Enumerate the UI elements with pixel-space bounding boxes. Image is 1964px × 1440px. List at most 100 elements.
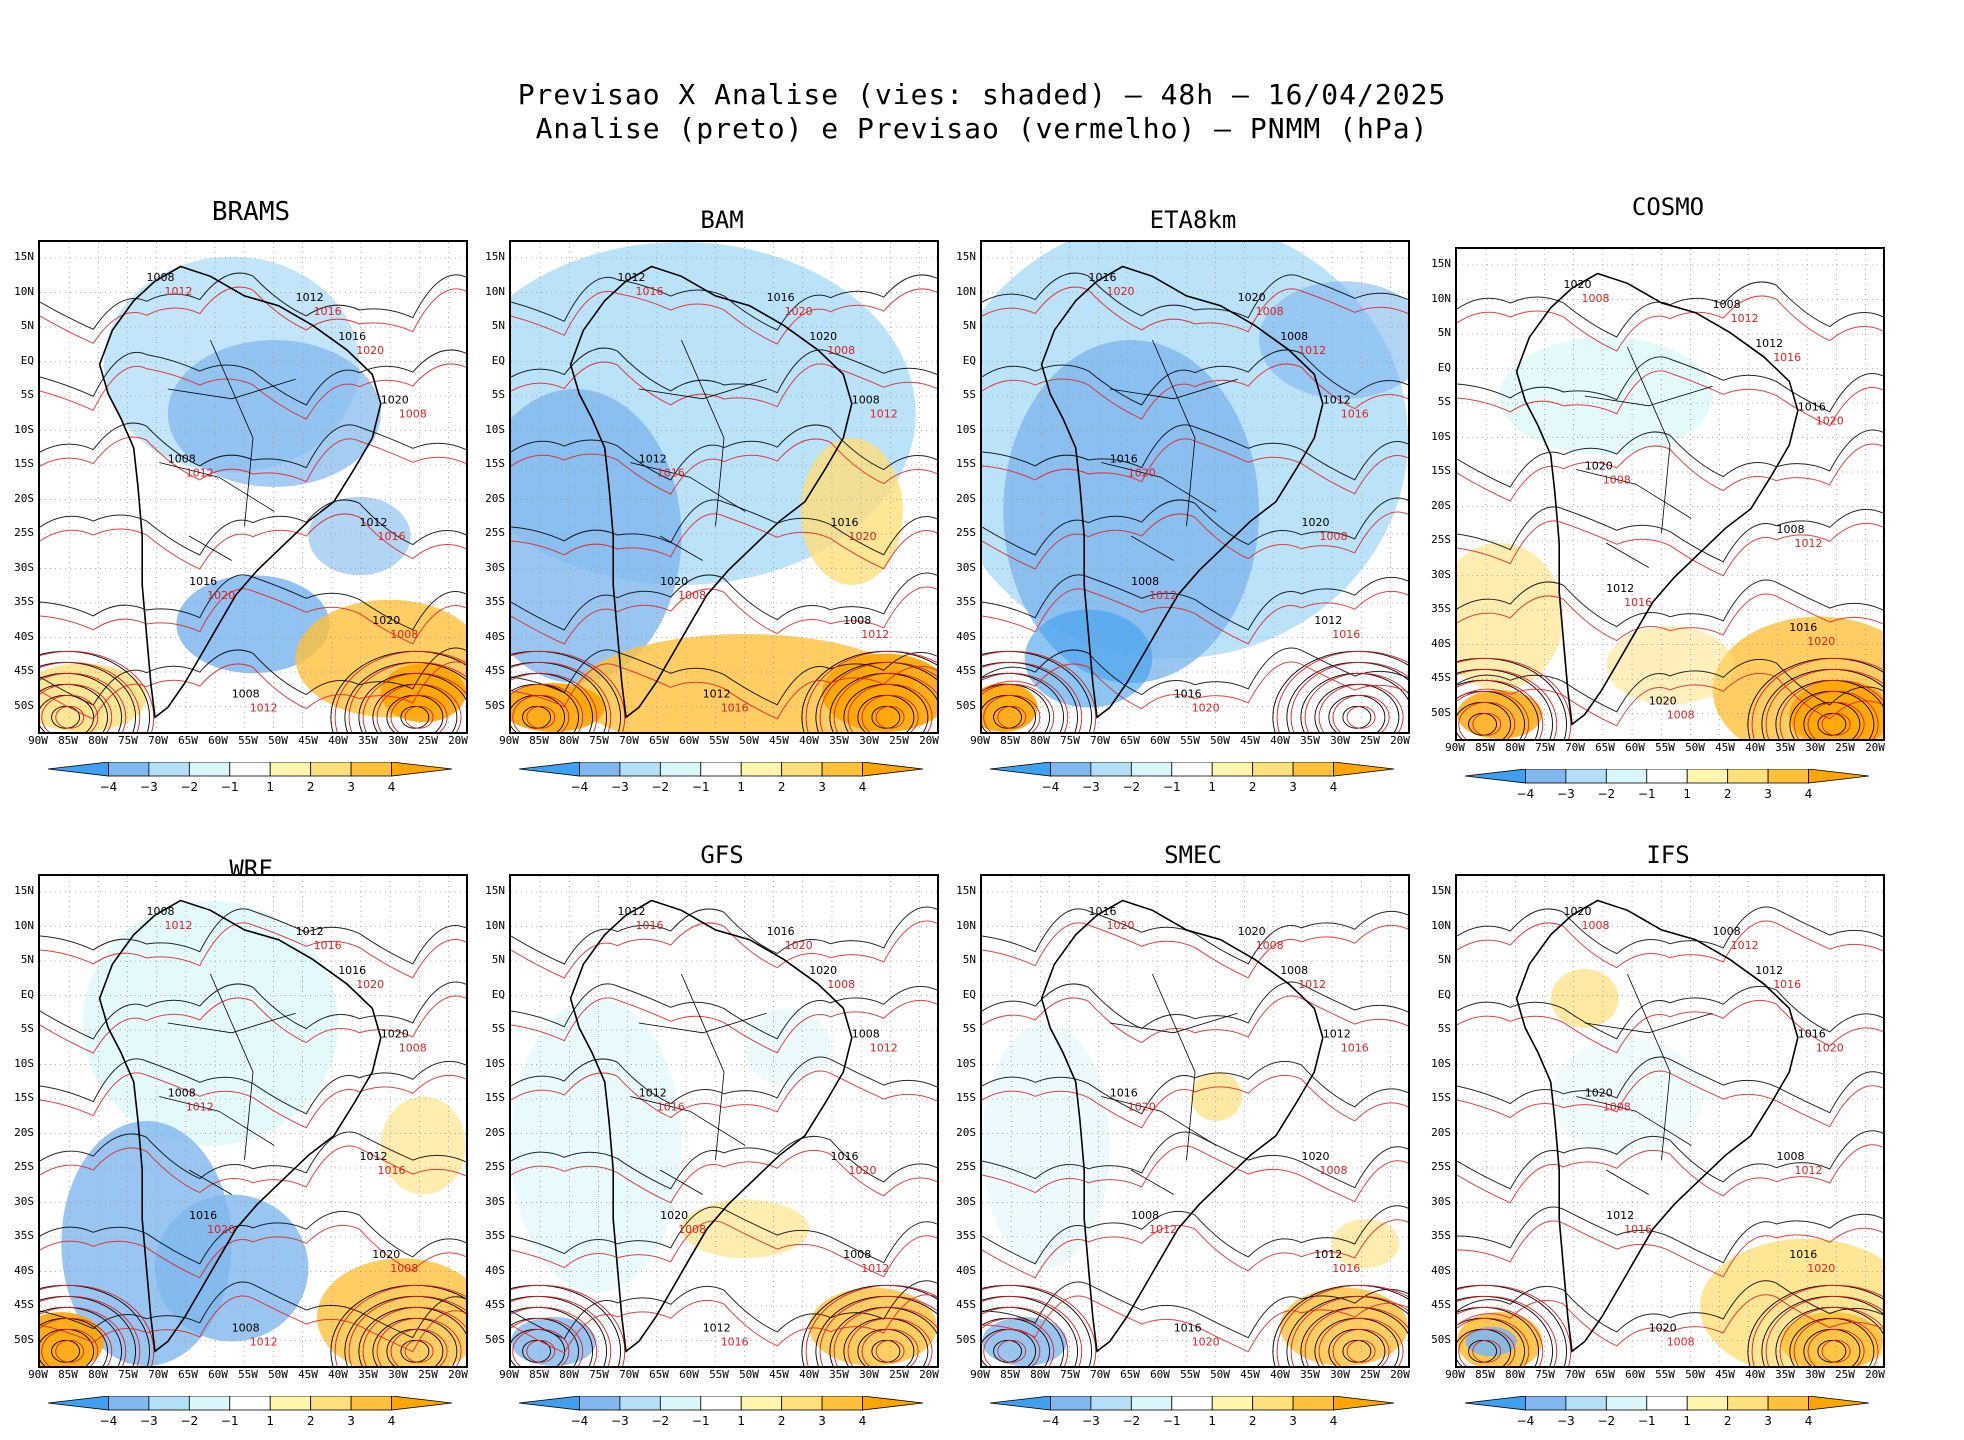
analysis-contour-label: 1008 [232, 688, 260, 701]
panel-title-cosmo: COSMO [1631, 193, 1705, 221]
forecast-isobar-low [982, 1306, 1069, 1366]
country-border [1152, 339, 1196, 527]
lon-tick-label: 45W [298, 734, 318, 747]
forecast-contour-label: 1008 [678, 1223, 706, 1236]
colorbar-swatch [310, 1395, 352, 1411]
forecast-isobar-low [982, 683, 1055, 732]
analysis-contour-label: 1020 [381, 394, 409, 407]
colorbar-swatch [1767, 1395, 1809, 1411]
colorbar-label: 4 [1330, 1414, 1338, 1428]
lat-tick-label: 5S [491, 388, 505, 401]
colorbar-swatch [781, 1395, 823, 1411]
lon-tick-label: 65W [1595, 1368, 1615, 1381]
country-border [659, 535, 703, 561]
lat-tick-label: 10N [1431, 918, 1451, 932]
colorbar-label: 3 [347, 780, 355, 794]
forecast-isobar-low [376, 1317, 462, 1366]
forecast-isobar [982, 922, 1408, 979]
lon-tick-label: 20W [1390, 734, 1410, 747]
colorbar-swatch [862, 1395, 924, 1411]
forecast-contour-label: 1012 [1298, 344, 1326, 357]
forecast-isobar [40, 1224, 466, 1279]
colorbar-label: 2 [1249, 1414, 1257, 1428]
lat-tick-label: 40S [956, 1263, 976, 1277]
forecast-isobar-low [526, 705, 556, 729]
bias-shading-0 [511, 998, 682, 1293]
analysis-isobar [511, 499, 937, 556]
lat-tick-label: 5S [20, 388, 34, 401]
colorbar-swatch [148, 1395, 190, 1411]
analysis-contour-label: 1012 [1606, 1209, 1634, 1222]
lat-tick-label: 15S [485, 1091, 505, 1104]
forecast-isobar-low [511, 661, 612, 732]
lon-tick-label: 85W [1475, 741, 1495, 754]
lat-tick-label: 30S [1431, 1194, 1451, 1208]
lon-tick-label: 70W [1565, 741, 1585, 754]
colorbar-label: −2 [180, 1414, 198, 1428]
analysis-isobar [1457, 429, 1883, 488]
analysis-contour-label: 1020 [660, 575, 688, 588]
forecast-isobar-low [511, 1317, 584, 1366]
analysis-contour-label: 1008 [232, 1322, 260, 1335]
lat-tick-label: 50S [14, 1332, 34, 1346]
country-border [1109, 1012, 1238, 1034]
bias-shading-0 [982, 1023, 1110, 1268]
colorbar-swatch [659, 761, 702, 777]
lon-tick-label: 75W [118, 734, 138, 747]
colorbar-label: 3 [347, 1414, 355, 1428]
south-america-coastline [98, 899, 382, 1353]
forecast-isobar-low [1276, 1284, 1408, 1366]
forecast-contour-label: 1016 [1773, 351, 1801, 364]
lat-tick-label: 30S [485, 1194, 505, 1208]
lon-tick-label: 60W [208, 1368, 228, 1381]
lat-tick-label: 25S [14, 526, 34, 539]
forecast-isobar-low [982, 650, 1097, 732]
lon-tick-label: 60W [1625, 1368, 1645, 1381]
analysis-contour-label: 1016 [1110, 1087, 1138, 1100]
forecast-isobar-low [334, 650, 466, 732]
lon-tick-label: 20W [919, 1368, 939, 1381]
analysis-isobar [982, 349, 1408, 406]
forecast-isobar [511, 586, 937, 645]
lon-tick-label: 40W [799, 1368, 819, 1381]
analysis-contour-label: 1008 [852, 394, 880, 407]
lon-tick-label: 60W [1625, 741, 1645, 754]
colorbar-swatch [740, 1395, 783, 1411]
forecast-isobar-low [1457, 668, 1558, 739]
forecast-isobar [1457, 593, 1883, 642]
lon-tick-label: 65W [178, 734, 198, 747]
lon-tick-label: 50W [1210, 1368, 1230, 1381]
colorbar-label: −3 [1557, 1414, 1575, 1428]
lon-tick-label: 90W [1445, 741, 1465, 754]
forecast-isobar-low [1793, 690, 1879, 739]
analysis-contour-label: 1016 [767, 291, 795, 304]
colorbar-label: −2 [1597, 787, 1615, 801]
lon-tick-label: 45W [769, 734, 789, 747]
colorbar-label: 2 [307, 1414, 315, 1428]
forecast-contour-label: 1012 [186, 467, 214, 480]
lat-tick-label: 50S [1431, 1332, 1451, 1346]
lon-tick-label: 75W [1535, 741, 1555, 754]
forecast-isobar-low [1457, 1317, 1530, 1366]
analysis-contour-label: 1008 [843, 614, 871, 627]
lat-tick-label: 5N [962, 319, 976, 332]
lat-tick-label: 50S [485, 698, 505, 712]
colorbar-swatch [148, 761, 190, 777]
analysis-contour-label: 1008 [1280, 330, 1308, 343]
forecast-isobar-low [55, 705, 85, 729]
panel-title-eta8km: ETA8km [1149, 206, 1237, 234]
colorbar-graphic: −4 −3 −2 −1 1 2 3 4 [518, 1395, 924, 1428]
forecast-isobar-low [40, 1306, 127, 1366]
lat-tick-label: 30S [956, 1194, 976, 1208]
analysis-contour-label: 1008 [168, 453, 196, 466]
lon-tick-label: 80W [1030, 1368, 1050, 1381]
forecast-contour-label: 1008 [399, 408, 427, 421]
forecast-isobar-low [997, 705, 1027, 729]
lat-tick-label: 5N [1437, 326, 1451, 339]
analysis-isobar [511, 1135, 937, 1190]
lat-tick-label: 15S [956, 457, 976, 470]
forecast-isobar-low [511, 1306, 598, 1366]
